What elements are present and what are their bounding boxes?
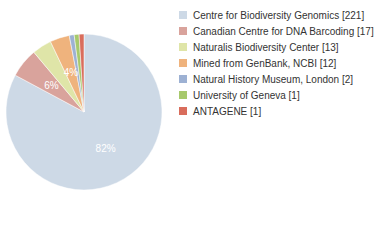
svg-text:Centre for Biodiversity Genomi: Centre for Biodiversity Genomics [221] [193, 10, 364, 21]
svg-text:4%: 4% [64, 67, 79, 78]
svg-text:Naturalis Biodiversity Center: Naturalis Biodiversity Center [13] [193, 42, 339, 53]
svg-text:Natural History Museum, London: Natural History Museum, London [2] [193, 74, 353, 85]
svg-text:ANTAGENE [1]: ANTAGENE [1] [193, 106, 261, 117]
svg-text:6%: 6% [44, 80, 59, 91]
svg-text:82%: 82% [96, 143, 116, 154]
svg-text:Canadian Centre for DNA Barcod: Canadian Centre for DNA Barcoding [17] [193, 26, 374, 37]
svg-text:University of Geneva [1]: University of Geneva [1] [193, 90, 300, 101]
svg-text:Mined from GenBank, NCBI [12]: Mined from GenBank, NCBI [12] [193, 58, 337, 69]
